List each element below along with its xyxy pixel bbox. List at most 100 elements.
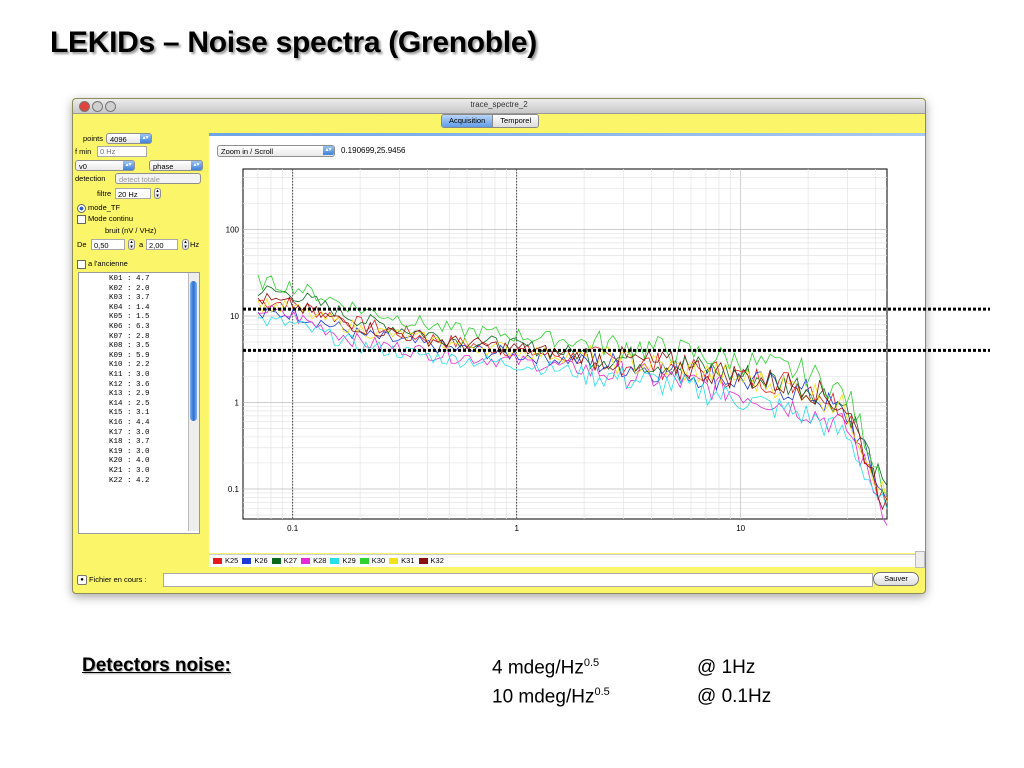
close-window-icon[interactable] — [79, 101, 90, 112]
detector-noise-value: 1.5 — [136, 313, 150, 322]
zoom-window-icon[interactable] — [105, 101, 116, 112]
list-item[interactable]: K20 : 4.0 — [109, 457, 150, 467]
zoom-select[interactable]: Zoom in / Scroll ▴▾ — [217, 145, 335, 157]
series-line-k25 — [257, 296, 888, 510]
fmin-input[interactable] — [97, 146, 147, 157]
ancienne-label: a l'ancienne — [88, 259, 128, 268]
x-tick-label: 0.1 — [287, 524, 299, 533]
list-scrollbar[interactable] — [188, 273, 199, 531]
series-line-k30 — [257, 274, 888, 494]
noise-frequency-01hz: @ 0.1Hz — [697, 686, 772, 707]
series-line-k26 — [257, 305, 888, 501]
save-button[interactable]: Sauver — [873, 572, 919, 586]
list-item[interactable]: K13 : 2.9 — [109, 390, 150, 400]
list-item[interactable]: K16 : 4.4 — [109, 419, 150, 429]
list-item[interactable]: K22 : 4.2 — [109, 477, 150, 487]
series-line-k32 — [257, 292, 888, 511]
window-title: trace_spectre_2 — [470, 100, 528, 109]
channel-select[interactable]: v0 ▴▾ — [75, 160, 135, 171]
legend-label: K27 — [283, 556, 298, 565]
mode-continu-checkbox[interactable]: Mode continu — [77, 213, 133, 225]
detector-id: K16 : — [109, 419, 137, 427]
de-label: De — [77, 240, 87, 249]
legend-entry: K29 — [330, 555, 356, 567]
detector-id: K07 : — [109, 332, 137, 341]
noise-value-1hz: 4 mdeg/Hz0.5 — [492, 657, 599, 679]
list-item[interactable]: K21 : 3.0 — [109, 467, 150, 477]
detector-noise-value: 3.5 — [136, 342, 150, 351]
list-item[interactable]: K09 : 5.9 — [109, 352, 150, 362]
detector-noise-value: 2.5 — [136, 399, 150, 408]
filtre-stepper[interactable]: ▴ ▾ — [154, 188, 161, 199]
de-field[interactable]: 0,50 — [91, 239, 125, 250]
detector-noise-value: 3.0 — [136, 467, 150, 475]
list-item[interactable]: K04 : 1.4 — [109, 304, 150, 314]
legend-swatch — [359, 558, 369, 565]
list-item[interactable]: K06 : 6.3 — [109, 323, 150, 333]
tab-acquisition[interactable]: Acquisition — [442, 115, 493, 127]
coordinate-readout: 0.190699,25.9456 — [341, 146, 406, 155]
detector-noise-value: 3.0 — [136, 428, 150, 437]
list-item[interactable]: K07 : 2.8 — [109, 333, 150, 343]
minimize-window-icon[interactable] — [92, 101, 103, 112]
detection-select[interactable]: detect totale — [115, 173, 201, 184]
a-stepper[interactable]: ▴ ▾ — [182, 239, 189, 250]
list-item[interactable]: K15 : 3.1 — [109, 409, 150, 419]
legend-entry: K27 — [271, 555, 298, 567]
ancienne-checkbox[interactable]: a l'ancienne — [77, 258, 128, 270]
detector-noise-value: 3.0 — [136, 447, 150, 456]
chevron-updown-icon: ▴▾ — [191, 161, 202, 170]
filtre-field[interactable]: 20 Hz — [115, 188, 151, 199]
list-item[interactable]: K18 : 3.7 — [109, 438, 150, 448]
mode-tf-radio[interactable]: mode_TF — [77, 202, 120, 214]
list-item[interactable]: K19 : 3.0 — [109, 448, 150, 458]
list-item[interactable]: K01 : 4.7 — [109, 275, 150, 285]
detector-noise-value: 4.2 — [136, 476, 150, 485]
points-label: points — [83, 134, 104, 143]
detector-id: K13 : — [109, 390, 137, 399]
noise-spectrum-chart[interactable]: 0.1 1 10 0.1 1 10 100 — [209, 163, 925, 553]
record-icon[interactable]: ● — [77, 575, 87, 585]
de-stepper[interactable]: ▴ ▾ — [128, 239, 135, 250]
list-item[interactable]: K03 : 3.7 — [109, 294, 150, 304]
legend-label: K28 — [313, 556, 327, 565]
plot-frame — [242, 168, 888, 520]
x-tick-label: 10 — [736, 524, 745, 533]
list-item[interactable]: K17 : 3.0 — [109, 429, 150, 439]
zoom-value: Zoom in / Scroll — [221, 147, 274, 156]
detector-noise-value: 1.4 — [136, 303, 150, 312]
legend-label: K26 — [254, 556, 268, 565]
detector-id: K09 : — [109, 351, 137, 360]
list-item[interactable]: K11 : 3.0 — [109, 371, 150, 381]
detector-noise-value: 3.0 — [136, 371, 150, 379]
y-tick-label: 1 — [235, 398, 240, 407]
list-item[interactable]: K12 : 3.6 — [109, 381, 150, 391]
list-item[interactable]: K05 : 1.5 — [109, 313, 150, 323]
points-select[interactable]: 4096 ▴▾ — [106, 133, 152, 144]
detector-list[interactable]: K01 : 4.7 K02 : 2.0 K03 : 3.7 K04 : 1.4 K05 … — [78, 272, 200, 534]
list-item[interactable]: K14 : 2.5 — [109, 400, 150, 410]
legend-swatch — [242, 558, 252, 565]
list-item[interactable]: K02 : 2.0 — [109, 285, 150, 295]
mode-select[interactable]: phase ▴▾ — [149, 160, 203, 171]
file-label: Fichier en cours : — [89, 575, 147, 584]
detector-id: K20 : — [109, 457, 137, 466]
list-item[interactable]: K08 : 3.5 — [109, 342, 150, 352]
detector-id: K11 : — [109, 371, 137, 379]
detector-noise-value: 3.7 — [136, 294, 150, 303]
tab-temporel[interactable]: Temporel — [492, 115, 539, 127]
detector-id: K22 : — [109, 476, 137, 485]
detector-id: K02 : — [109, 284, 137, 293]
fmin-label: f min — [75, 147, 92, 156]
list-scroll-thumb[interactable] — [190, 281, 197, 421]
legend-swatch — [213, 558, 222, 565]
a-field[interactable]: 2,00 — [146, 239, 178, 250]
file-field[interactable] — [163, 573, 873, 587]
plot-area[interactable]: Zoom in / Scroll ▴▾ 0.190699,25.9456 0.1… — [209, 133, 925, 553]
window-titlebar[interactable]: trace_spectre_2 — [73, 99, 925, 114]
detector-noise-value: 6.3 — [136, 323, 150, 331]
list-item[interactable]: K10 : 2.2 — [109, 361, 150, 371]
legend-swatch — [389, 558, 399, 565]
legend-scrollbar[interactable] — [915, 551, 925, 568]
radio-selected-icon — [77, 203, 86, 213]
